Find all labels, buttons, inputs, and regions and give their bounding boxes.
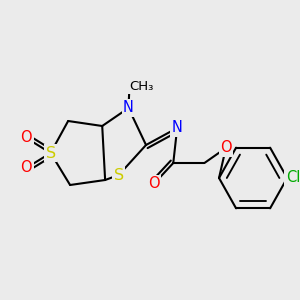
Text: O: O (220, 140, 232, 155)
Text: S: S (46, 146, 56, 160)
Text: O: O (20, 130, 32, 146)
Text: N: N (172, 121, 183, 136)
Text: Cl: Cl (286, 170, 300, 185)
Text: N: N (123, 100, 134, 116)
Text: O: O (148, 176, 160, 191)
Text: S: S (114, 167, 124, 182)
Text: O: O (20, 160, 32, 175)
Text: CH₃: CH₃ (129, 80, 153, 92)
